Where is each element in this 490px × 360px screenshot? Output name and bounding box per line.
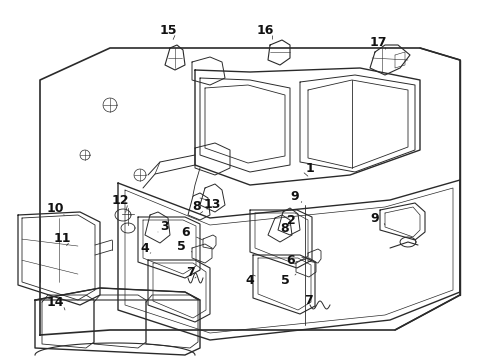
Text: 8: 8 [281, 222, 289, 235]
Text: 4: 4 [141, 242, 149, 255]
Text: 13: 13 [203, 198, 220, 211]
Text: 1: 1 [306, 162, 315, 175]
Text: 17: 17 [369, 36, 387, 49]
Text: 4: 4 [245, 274, 254, 287]
Text: 7: 7 [304, 293, 313, 306]
Text: 10: 10 [46, 202, 64, 216]
Text: 16: 16 [256, 23, 274, 36]
Text: 11: 11 [53, 231, 71, 244]
Text: 5: 5 [176, 240, 185, 253]
Text: 14: 14 [46, 296, 64, 309]
Text: 12: 12 [111, 194, 129, 207]
Text: 5: 5 [281, 274, 290, 287]
Text: 15: 15 [159, 23, 177, 36]
Text: 6: 6 [287, 253, 295, 266]
Text: 2: 2 [287, 215, 295, 228]
Text: 7: 7 [186, 266, 195, 279]
Text: 9: 9 [371, 211, 379, 225]
Text: 6: 6 [182, 226, 190, 239]
Text: 3: 3 [160, 220, 168, 234]
Text: 8: 8 [193, 201, 201, 213]
Text: 9: 9 [291, 189, 299, 202]
